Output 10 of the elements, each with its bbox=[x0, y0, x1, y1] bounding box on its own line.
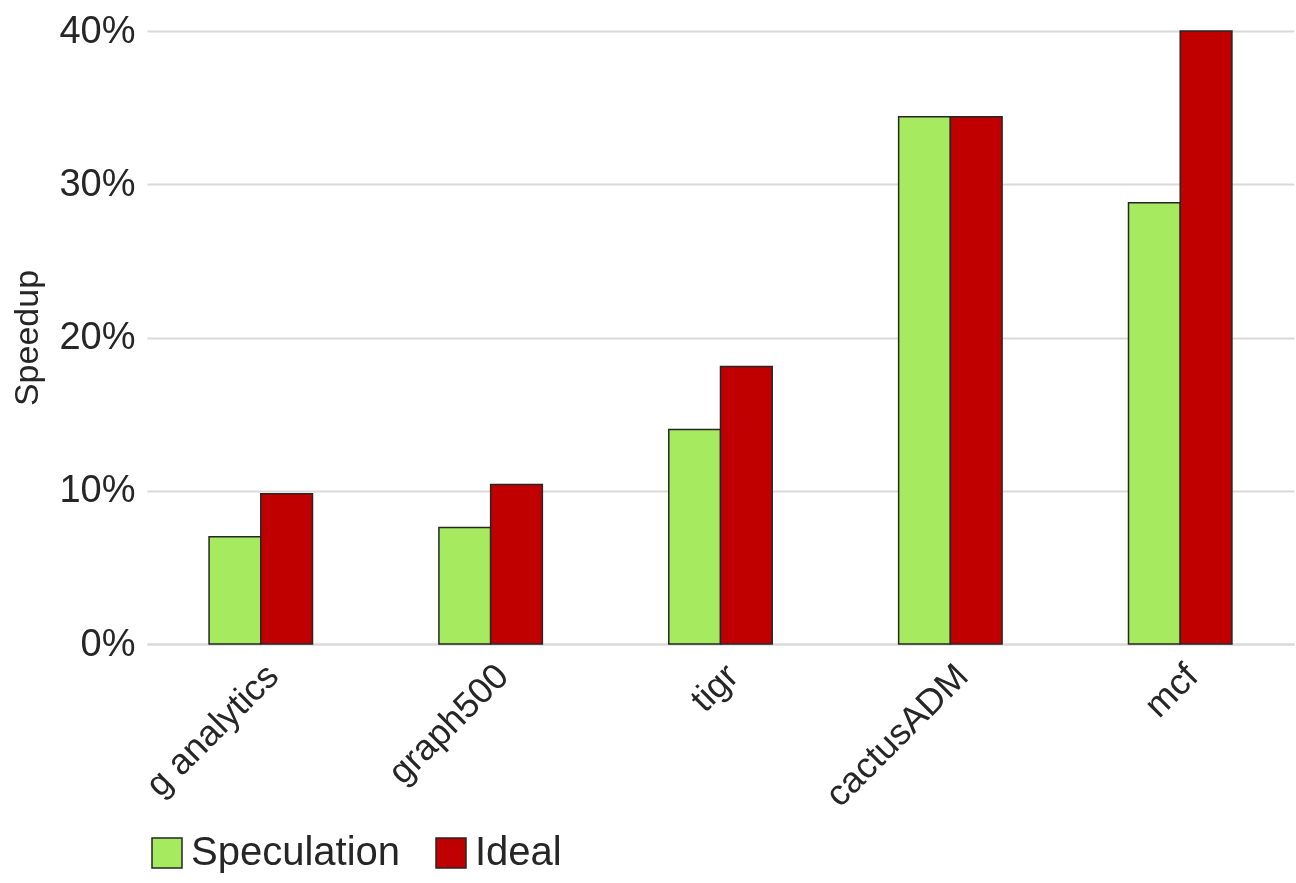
legend-label: Ideal bbox=[475, 829, 562, 873]
x-tick-label: mcf bbox=[1135, 654, 1207, 725]
y-tick-label: 20% bbox=[59, 315, 136, 357]
y-tick-label: 40% bbox=[59, 8, 136, 51]
y-axis-title: Speedup bbox=[7, 269, 46, 407]
legend-label: Speculation bbox=[191, 829, 401, 873]
y-tick-label: 10% bbox=[59, 468, 136, 511]
x-tick-label: tigr bbox=[681, 654, 746, 720]
y-tick-label: 30% bbox=[59, 161, 136, 204]
y-tick-label: 0% bbox=[80, 621, 136, 664]
